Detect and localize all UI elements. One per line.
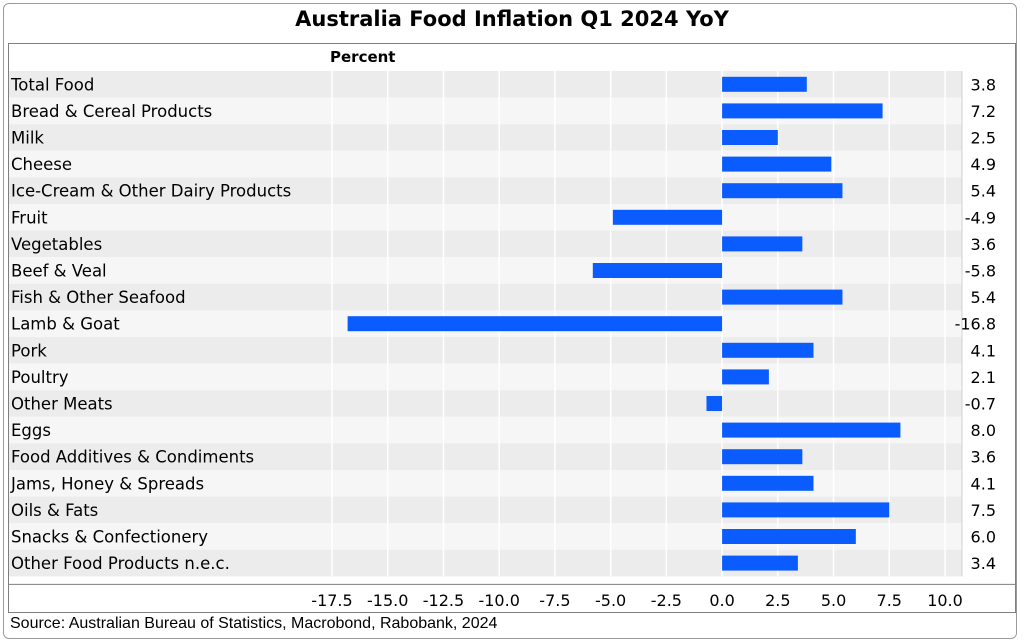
value-label: 7.5 xyxy=(971,501,996,520)
row-band xyxy=(9,443,962,470)
bar xyxy=(592,263,723,278)
category-label: Snacks & Confectionery xyxy=(11,528,208,547)
value-label: 3.6 xyxy=(971,448,996,467)
bar xyxy=(722,502,890,518)
bar xyxy=(722,183,843,199)
value-label: -5.8 xyxy=(965,262,996,281)
bar xyxy=(722,76,807,92)
source-note: Source: Australian Bureau of Statistics,… xyxy=(10,615,498,632)
bar xyxy=(722,422,901,438)
bar xyxy=(722,342,814,358)
x-tick-label: -10.0 xyxy=(478,591,519,610)
bar xyxy=(612,209,723,225)
x-tick-label: 5.0 xyxy=(821,591,846,610)
category-label: Fish & Other Seafood xyxy=(11,288,186,307)
bar xyxy=(706,396,723,411)
x-tick-label: -5.0 xyxy=(595,591,626,610)
bar xyxy=(722,529,856,544)
category-label: Eggs xyxy=(11,421,51,440)
category-label: Other Food Products n.e.c. xyxy=(11,554,230,573)
bar xyxy=(722,156,832,172)
chart-title: Australia Food Inflation Q1 2024 YoY xyxy=(295,7,729,31)
category-label: Total Food xyxy=(10,75,94,94)
x-tick-label: -2.5 xyxy=(651,591,682,610)
x-tick-label: -12.5 xyxy=(423,591,464,610)
value-label: 3.4 xyxy=(971,554,996,573)
x-tick-label: 0.0 xyxy=(709,591,734,610)
x-tick-label: 10.0 xyxy=(927,591,963,610)
value-label: 5.4 xyxy=(971,288,996,307)
value-label: 3.8 xyxy=(971,75,996,94)
bar xyxy=(722,289,843,305)
row-band xyxy=(9,71,962,98)
bar xyxy=(347,316,723,332)
bar xyxy=(722,236,803,252)
bar xyxy=(722,475,814,491)
category-label: Ice-Cream & Other Dairy Products xyxy=(11,182,291,201)
value-label: 4.1 xyxy=(971,474,996,493)
x-tick-label: -15.0 xyxy=(367,591,408,610)
row-band xyxy=(9,363,962,391)
bar xyxy=(722,555,798,571)
category-label: Cheese xyxy=(11,155,72,174)
value-label: 6.0 xyxy=(971,528,996,547)
row-band xyxy=(9,204,962,231)
x-tick-label: 7.5 xyxy=(877,591,902,610)
row-band xyxy=(9,390,962,417)
value-label: 4.9 xyxy=(971,155,996,174)
bar xyxy=(722,103,883,119)
category-label: Jams, Honey & Spreads xyxy=(10,474,204,493)
value-label: 7.2 xyxy=(971,102,996,121)
category-label: Pork xyxy=(11,341,47,360)
row-band xyxy=(9,337,962,364)
category-label: Bread & Cereal Products xyxy=(11,102,212,121)
category-label: Vegetables xyxy=(11,235,102,254)
bar xyxy=(722,449,803,465)
x-tick-label: -7.5 xyxy=(539,591,570,610)
x-tick-label: -17.5 xyxy=(311,591,352,610)
row-band xyxy=(9,549,962,577)
bar xyxy=(722,369,769,385)
category-label: Other Meats xyxy=(11,395,113,414)
category-label: Milk xyxy=(11,129,44,148)
bar xyxy=(722,130,778,145)
category-label: Beef & Veal xyxy=(11,262,107,281)
value-label: 4.1 xyxy=(971,341,996,360)
value-label: 5.4 xyxy=(971,182,996,201)
x-tick-label: 2.5 xyxy=(765,591,790,610)
category-label: Lamb & Goat xyxy=(11,315,120,334)
value-label: 3.6 xyxy=(971,235,996,254)
value-label: -0.7 xyxy=(965,395,996,414)
category-label: Poultry xyxy=(11,368,69,387)
category-label: Fruit xyxy=(11,208,48,227)
value-label: 2.5 xyxy=(971,129,996,148)
row-band xyxy=(9,124,962,151)
value-label: 2.1 xyxy=(971,368,996,387)
row-band xyxy=(9,257,962,284)
category-label: Oils & Fats xyxy=(11,501,98,520)
value-label: -4.9 xyxy=(965,208,996,227)
axis-label-percent: Percent xyxy=(330,48,396,66)
row-band xyxy=(9,230,962,258)
value-label: 8.0 xyxy=(971,421,996,440)
category-label: Food Additives & Condiments xyxy=(11,448,254,467)
value-label: -16.8 xyxy=(955,315,996,334)
